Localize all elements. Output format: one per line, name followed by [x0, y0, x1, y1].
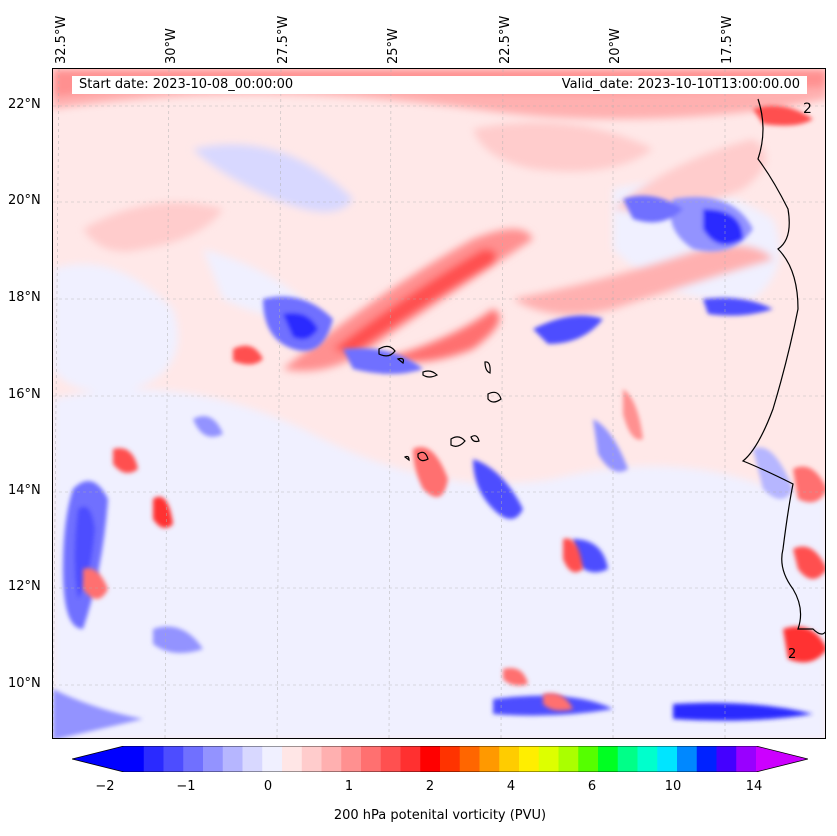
lon-label-25w: 25°W [386, 28, 401, 64]
colorbar [72, 746, 808, 772]
colorbar-segment [282, 746, 303, 772]
contour-label-se: 2 [788, 647, 796, 662]
colorbar-segment [341, 746, 362, 772]
lat-label-16n: 16°N [8, 387, 41, 402]
colorbar-label: 200 hPa potenital vorticity (PVU) [333, 808, 547, 823]
colorbar-segment [519, 746, 540, 772]
lat-label-18n: 18°N [8, 290, 41, 305]
colorbar-segment [617, 746, 638, 772]
colorbar-tick-label: −2 [95, 779, 115, 794]
colorbar-segment [400, 746, 421, 772]
colorbar-segment [222, 746, 243, 772]
lon-label-17.5w: 17.5°W [720, 15, 735, 64]
colorbar-segment [242, 746, 263, 772]
colorbar-segment [420, 746, 441, 772]
colorbar-segment [143, 746, 164, 772]
lon-label-30w: 30°W [164, 28, 179, 64]
date-info-bar: Start date: 2023-10-08_00:00:00 Valid_da… [72, 76, 807, 94]
lat-label-10n: 10°N [8, 676, 41, 691]
colorbar-tick-label: 0 [263, 779, 273, 794]
colorbar-segment [637, 746, 658, 772]
colorbar-segment [736, 746, 757, 772]
pv-map: 2 2 [52, 68, 826, 739]
colorbar-segment [321, 746, 342, 772]
lat-label-12n: 12°N [8, 579, 41, 594]
colorbar-extend-max [756, 746, 808, 772]
lat-label-22n: 22°N [8, 97, 41, 112]
pv-field: 2 2 [53, 69, 825, 738]
lon-label-32.5w: 32.5°W [54, 15, 69, 64]
colorbar-tick-label: 1 [344, 779, 354, 794]
colorbar-extend-min [72, 746, 124, 772]
colorbar-tick-label: 10 [664, 779, 682, 794]
colorbar-segment [716, 746, 737, 772]
colorbar-segment [203, 746, 224, 772]
start-date-text: Start date: 2023-10-08_00:00:00 [79, 77, 294, 92]
colorbar-segment [183, 746, 204, 772]
lon-label-22.5w: 22.5°W [498, 15, 513, 64]
colorbar-tick-label: 4 [506, 779, 516, 794]
colorbar-segment [479, 746, 500, 772]
colorbar-segment [677, 746, 698, 772]
colorbar-segment [124, 746, 145, 772]
colorbar-tick-label: 6 [587, 779, 597, 794]
colorbar-tick-label: 2 [425, 779, 435, 794]
colorbar-segment [163, 746, 184, 772]
lon-label-20w: 20°W [608, 28, 623, 64]
lat-label-20n: 20°N [8, 193, 41, 208]
colorbar-segment [558, 746, 579, 772]
colorbar-segment [301, 746, 322, 772]
colorbar-segment [538, 746, 559, 772]
colorbar-segment [361, 746, 382, 772]
lon-label-27.5w: 27.5°W [276, 15, 291, 64]
colorbar-tick-label: −1 [176, 779, 196, 794]
colorbar-segment [459, 746, 480, 772]
valid-date-text: Valid_date: 2023-10-10T13:00:00.00 [561, 77, 800, 92]
lat-label-14n: 14°N [8, 483, 41, 498]
colorbar-segment [696, 746, 717, 772]
colorbar-segment [598, 746, 619, 772]
colorbar-segment [578, 746, 599, 772]
colorbar-segment [440, 746, 461, 772]
contour-label-ne: 2 [803, 101, 812, 117]
colorbar-segment [499, 746, 520, 772]
colorbar-segment [380, 746, 401, 772]
colorbar-segment [657, 746, 678, 772]
colorbar-tick-label: 14 [745, 779, 763, 794]
colorbar-segment [262, 746, 283, 772]
